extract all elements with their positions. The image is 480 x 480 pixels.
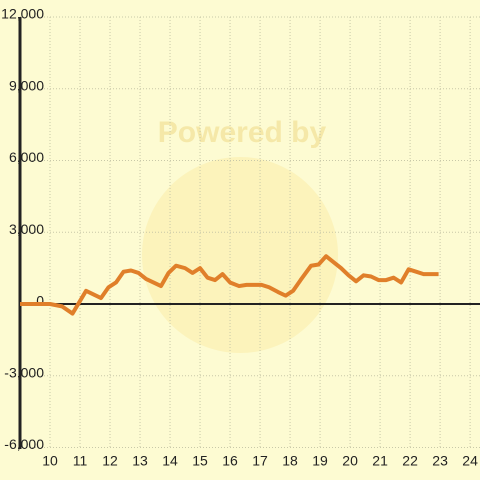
x-tick-label: 21: [372, 453, 388, 469]
y-tick-label: 12,000: [1, 6, 44, 22]
x-tick-label: 20: [342, 453, 358, 469]
y-tick-label: 3,000: [9, 221, 44, 237]
x-tick-label: 11: [73, 453, 88, 469]
x-tick-label: 22: [402, 453, 418, 469]
y-tick-label: -3,000: [4, 364, 44, 380]
watermark-text: Powered by: [158, 116, 327, 149]
y-tick-label: 0: [36, 293, 44, 309]
x-tick-label: 17: [252, 453, 268, 469]
x-tick-label: 10: [42, 453, 58, 469]
y-tick-label: 9,000: [9, 77, 44, 93]
x-tick-label: 23: [432, 453, 448, 469]
y-tick-label: -6,000: [4, 436, 44, 452]
y-tick-label: 6,000: [9, 149, 44, 165]
watermark-logo: [142, 157, 338, 353]
data-line: [20, 254, 439, 316]
x-tick-label: 13: [132, 453, 148, 469]
x-tick-label: 12: [102, 453, 118, 469]
x-tick-label: 24: [462, 453, 478, 469]
x-tick-label: 15: [192, 453, 208, 469]
x-tick-label: 18: [282, 453, 298, 469]
x-tick-label: 14: [162, 453, 178, 469]
x-tick-label: 16: [222, 453, 238, 469]
x-tick-label: 19: [312, 453, 328, 469]
